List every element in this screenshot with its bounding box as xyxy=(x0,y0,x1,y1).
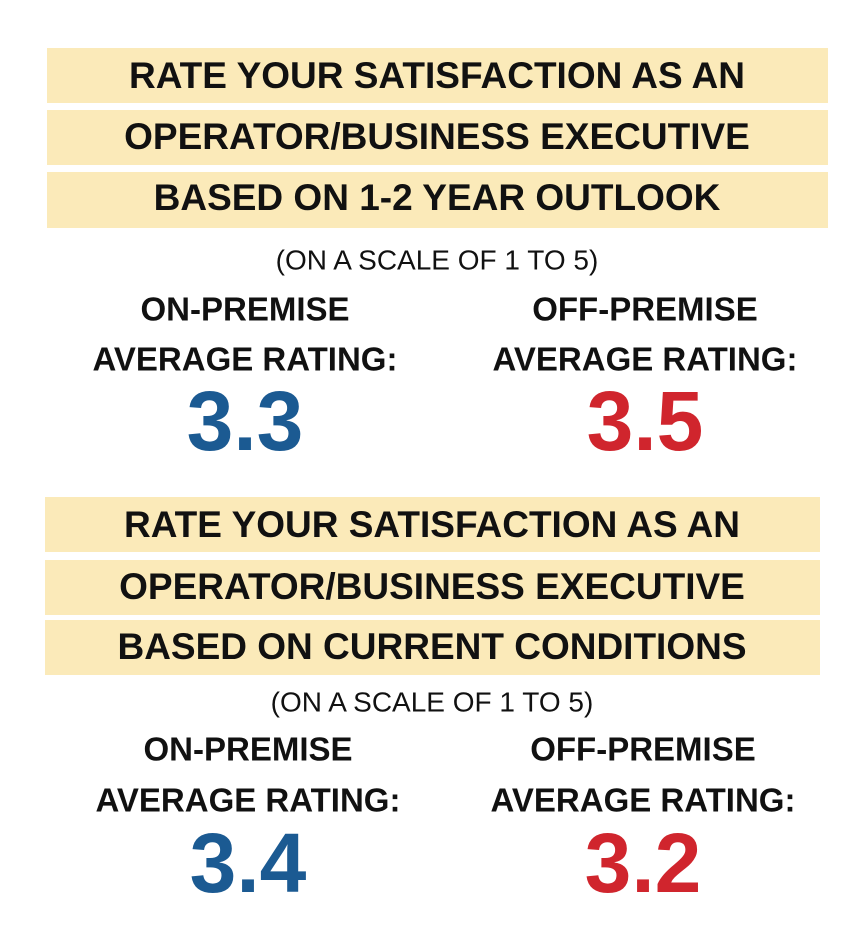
column-label: OFF-PREMISE xyxy=(530,731,756,768)
average-rating: 3.5 xyxy=(587,374,704,468)
column-label: AVERAGE RATING: xyxy=(96,782,401,819)
title-band xyxy=(47,172,828,228)
scale-note: (ON A SCALE OF 1 TO 5) xyxy=(271,686,594,717)
title-band xyxy=(45,497,820,552)
title-line: BASED ON CURRENT CONDITIONS xyxy=(117,626,746,667)
title-line: RATE YOUR SATISFACTION AS AN xyxy=(129,55,745,96)
scale-note: (ON A SCALE OF 1 TO 5) xyxy=(276,244,599,275)
title-band xyxy=(47,110,828,165)
column-label: AVERAGE RATING: xyxy=(491,782,796,819)
title-line: RATE YOUR SATISFACTION AS AN xyxy=(124,504,740,545)
column-label: ON-PREMISE xyxy=(143,731,352,768)
content: RATE YOUR SATISFACTION AS AN OPERATOR/BUS… xyxy=(93,55,798,910)
column-label: OFF-PREMISE xyxy=(532,291,758,328)
column-label: ON-PREMISE xyxy=(140,291,349,328)
title-band xyxy=(45,560,820,615)
column-label: AVERAGE RATING: xyxy=(493,341,798,378)
title-band xyxy=(45,620,820,675)
average-rating: 3.2 xyxy=(585,816,702,910)
average-rating: 3.3 xyxy=(187,374,304,468)
column-label: AVERAGE RATING: xyxy=(93,341,398,378)
title-line: OPERATOR/BUSINESS EXECUTIVE xyxy=(119,566,745,607)
title-line: OPERATOR/BUSINESS EXECUTIVE xyxy=(124,116,750,157)
average-rating: 3.4 xyxy=(190,816,307,910)
title-band xyxy=(47,48,828,103)
title-line: BASED ON 1-2 YEAR OUTLOOK xyxy=(154,177,721,218)
